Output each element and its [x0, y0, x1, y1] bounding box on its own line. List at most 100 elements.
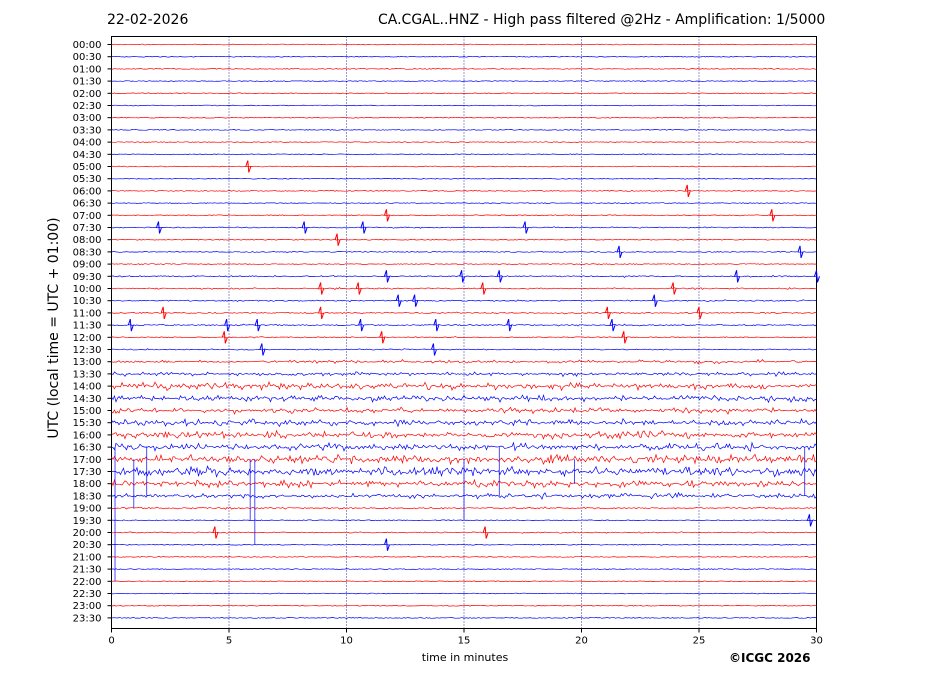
plot-frame	[111, 36, 817, 629]
y-tick-label: 21:30	[73, 565, 102, 576]
x-tick-label: 30	[810, 636, 823, 647]
y-tick-label: 17:00	[73, 455, 102, 466]
trace-1430	[111, 393, 817, 404]
y-axis-label: UTC (local time = UTC + 01:00)	[46, 217, 62, 439]
trace-1330	[111, 371, 817, 378]
event-spike	[160, 306, 167, 320]
event-spike	[684, 184, 691, 198]
trace-1000	[111, 287, 817, 290]
event-spike	[254, 318, 261, 332]
event-spike	[806, 514, 813, 527]
trace-0700	[111, 214, 817, 217]
event-spike	[334, 233, 341, 246]
x-axis-ticks: 0 5 10 15 20 25 30	[108, 628, 823, 647]
trace-2000	[111, 531, 817, 534]
y-tick-label: 01:00	[73, 64, 102, 75]
y-tick-label: 18:30	[73, 491, 102, 502]
event-spike	[395, 294, 402, 307]
y-tick-label: 15:30	[73, 418, 102, 429]
event-spike	[412, 294, 419, 307]
y-tick-label: 00:00	[73, 40, 102, 51]
y-tick-label: 06:30	[73, 199, 102, 210]
date-label: 22-02-2026	[107, 12, 189, 28]
y-tick-label: 14:30	[73, 394, 102, 405]
y-tick-label: 06:00	[73, 186, 102, 197]
trace-1400	[111, 380, 817, 392]
y-tick-label: 10:30	[73, 296, 102, 307]
trace-1100	[111, 311, 817, 315]
event-spike	[769, 209, 776, 222]
x-axis-label: time in minutes	[421, 651, 509, 664]
y-tick-label: 07:00	[73, 211, 102, 222]
event-spike	[355, 282, 362, 295]
event-spike	[383, 538, 390, 551]
event-spike	[301, 221, 308, 234]
seismogram-traces	[111, 43, 820, 619]
event-spike	[670, 282, 677, 295]
event-spike	[651, 294, 658, 307]
y-tick-label: 11:00	[73, 308, 102, 319]
event-spike	[506, 318, 513, 332]
y-tick-label: 23:30	[73, 613, 102, 624]
trace-1300	[111, 358, 817, 365]
y-tick-label: 08:30	[73, 247, 102, 258]
event-spike	[318, 306, 325, 320]
copyright-credit: ©ICGC 2026	[729, 651, 811, 665]
y-tick-label: 02:00	[73, 89, 102, 100]
trace-2300	[111, 604, 817, 607]
trace-0030	[111, 55, 817, 58]
x-tick-label: 25	[693, 636, 706, 647]
vertical-gridlines	[228, 36, 700, 629]
y-tick-label: 16:00	[73, 430, 102, 441]
event-spike	[696, 306, 703, 320]
trace-1630	[111, 441, 817, 452]
y-tick-label: 07:30	[73, 223, 102, 234]
trace-0630	[111, 202, 817, 204]
y-tick-label: 22:30	[73, 589, 102, 600]
y-tick-label: 19:00	[73, 504, 102, 515]
y-tick-label: 18:00	[73, 479, 102, 490]
trace-1030	[111, 299, 817, 303]
y-tick-label: 22:00	[73, 577, 102, 588]
event-spike	[212, 526, 219, 539]
trace-0230	[111, 104, 817, 107]
event-spike	[245, 160, 252, 173]
trace-0900	[111, 263, 817, 265]
y-tick-label: 01:30	[73, 77, 102, 88]
event-spike	[379, 331, 386, 344]
y-tick-label: 17:30	[73, 467, 102, 478]
trace-0100	[111, 68, 817, 70]
event-spike	[496, 270, 503, 283]
y-tick-label: 00:30	[73, 52, 102, 63]
trace-2200	[111, 580, 817, 583]
trace-0200	[111, 92, 817, 95]
y-tick-label: 11:30	[73, 321, 102, 332]
trace-0000	[111, 43, 817, 46]
y-tick-label: 05:00	[73, 162, 102, 173]
trace-0800	[111, 238, 817, 241]
y-tick-label: 23:00	[73, 601, 102, 612]
y-tick-label: 13:30	[73, 369, 102, 380]
event-spike	[480, 282, 487, 295]
event-spike	[604, 306, 611, 320]
trace-0300	[111, 116, 817, 119]
trace-2130	[111, 568, 817, 570]
y-tick-label: 04:30	[73, 150, 102, 161]
trace-1200	[111, 336, 817, 339]
event-spike	[358, 318, 365, 332]
x-tick-label: 5	[226, 636, 232, 647]
y-tick-label: 21:00	[73, 552, 102, 563]
trace-2030	[111, 543, 817, 546]
y-tick-label: 05:30	[73, 174, 102, 185]
y-tick-label: 04:00	[73, 138, 102, 149]
y-tick-label: 10:00	[73, 284, 102, 295]
event-spike	[430, 343, 437, 356]
event-spike	[127, 318, 134, 332]
y-tick-label: 03:30	[73, 125, 102, 136]
y-tick-label: 15:00	[73, 406, 102, 417]
event-spike	[259, 343, 266, 356]
event-spike	[621, 331, 628, 344]
y-tick-label: 13:00	[73, 357, 102, 368]
